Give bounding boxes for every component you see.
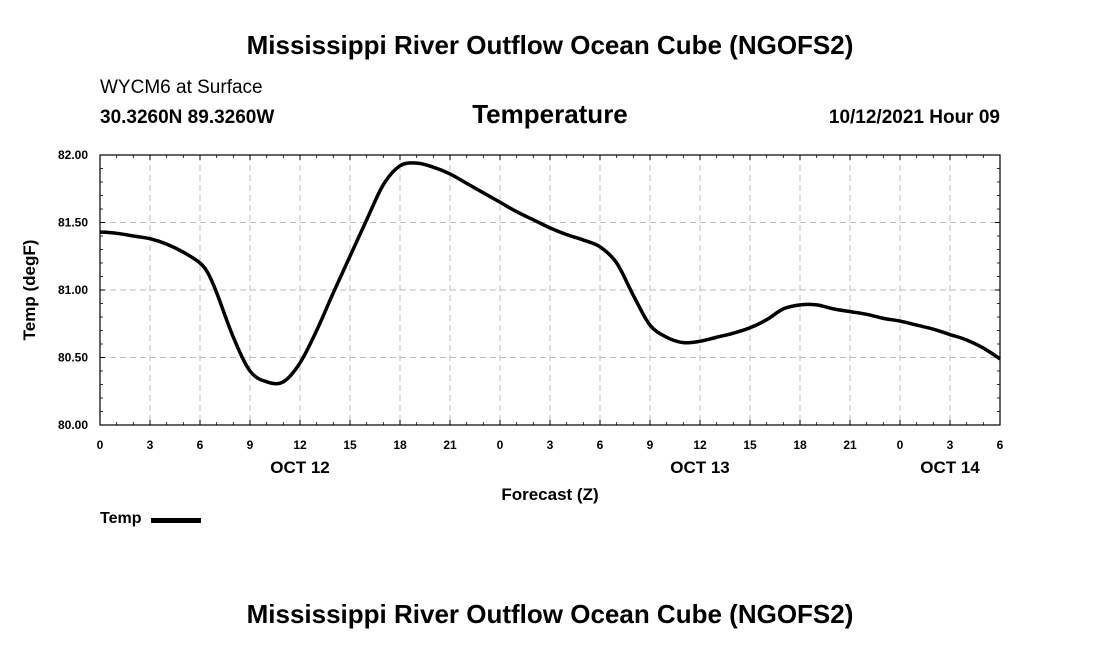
x-tick-label: 3 (947, 438, 954, 452)
x-tick-label: 12 (293, 438, 307, 452)
y-axis-label: Temp (degF) (20, 240, 39, 341)
ticks-layer: 0 3 6 9 12 15 18 21 0 3 6 9 12 15 18 21 0 3 6 80.00 80.50 81.… (58, 148, 1004, 477)
x-tick-label: 9 (647, 438, 654, 452)
x-axis-label: Forecast (Z) (501, 485, 598, 504)
x-tick-label: 18 (793, 438, 807, 452)
x-tick-label: 9 (247, 438, 254, 452)
y-tick-label: 81.50 (58, 216, 88, 230)
x-tick-label: 6 (197, 438, 204, 452)
legend: Temp (100, 510, 202, 528)
x-tick-label: 0 (497, 438, 504, 452)
legend-line-swatch (151, 517, 202, 523)
legend-label: Temp (100, 510, 142, 527)
station-label: WYCM6 at Surface (100, 77, 263, 98)
x-tick-label: 21 (443, 438, 457, 452)
x-tick-label: 3 (547, 438, 554, 452)
day-label: OCT 14 (920, 458, 980, 477)
x-tick-label: 15 (743, 438, 757, 452)
y-tick-label: 80.00 (58, 418, 88, 432)
x-tick-label: 18 (393, 438, 407, 452)
chart-title: Mississippi River Outflow Ocean Cube (NG… (246, 30, 854, 60)
x-tick-label: 21 (843, 438, 857, 452)
day-label: OCT 13 (670, 458, 730, 477)
x-tick-label: 0 (97, 438, 104, 452)
y-tick-label: 80.50 (58, 351, 88, 365)
x-tick-label: 12 (693, 438, 707, 452)
x-tick-label: 3 (147, 438, 154, 452)
forecast-datetime: 10/12/2021 Hour 09 (828, 107, 1000, 128)
y-tick-label: 81.00 (58, 283, 88, 297)
x-tick-label: 6 (997, 438, 1004, 452)
series-line-temp (99, 161, 1001, 386)
coordinates-label: 30.3260N 89.3260W (100, 107, 275, 128)
x-tick-label: 6 (597, 438, 604, 452)
x-tick-label: 0 (897, 438, 904, 452)
y-tick-label: 82.00 (58, 148, 88, 162)
series-layer (99, 161, 1001, 386)
footer-title: Mississippi River Outflow Ocean Cube (NG… (246, 599, 854, 629)
day-label: OCT 12 (270, 458, 330, 477)
grid-layer (100, 155, 1000, 425)
x-tick-label: 15 (343, 438, 357, 452)
variable-title: Temperature (472, 99, 628, 129)
